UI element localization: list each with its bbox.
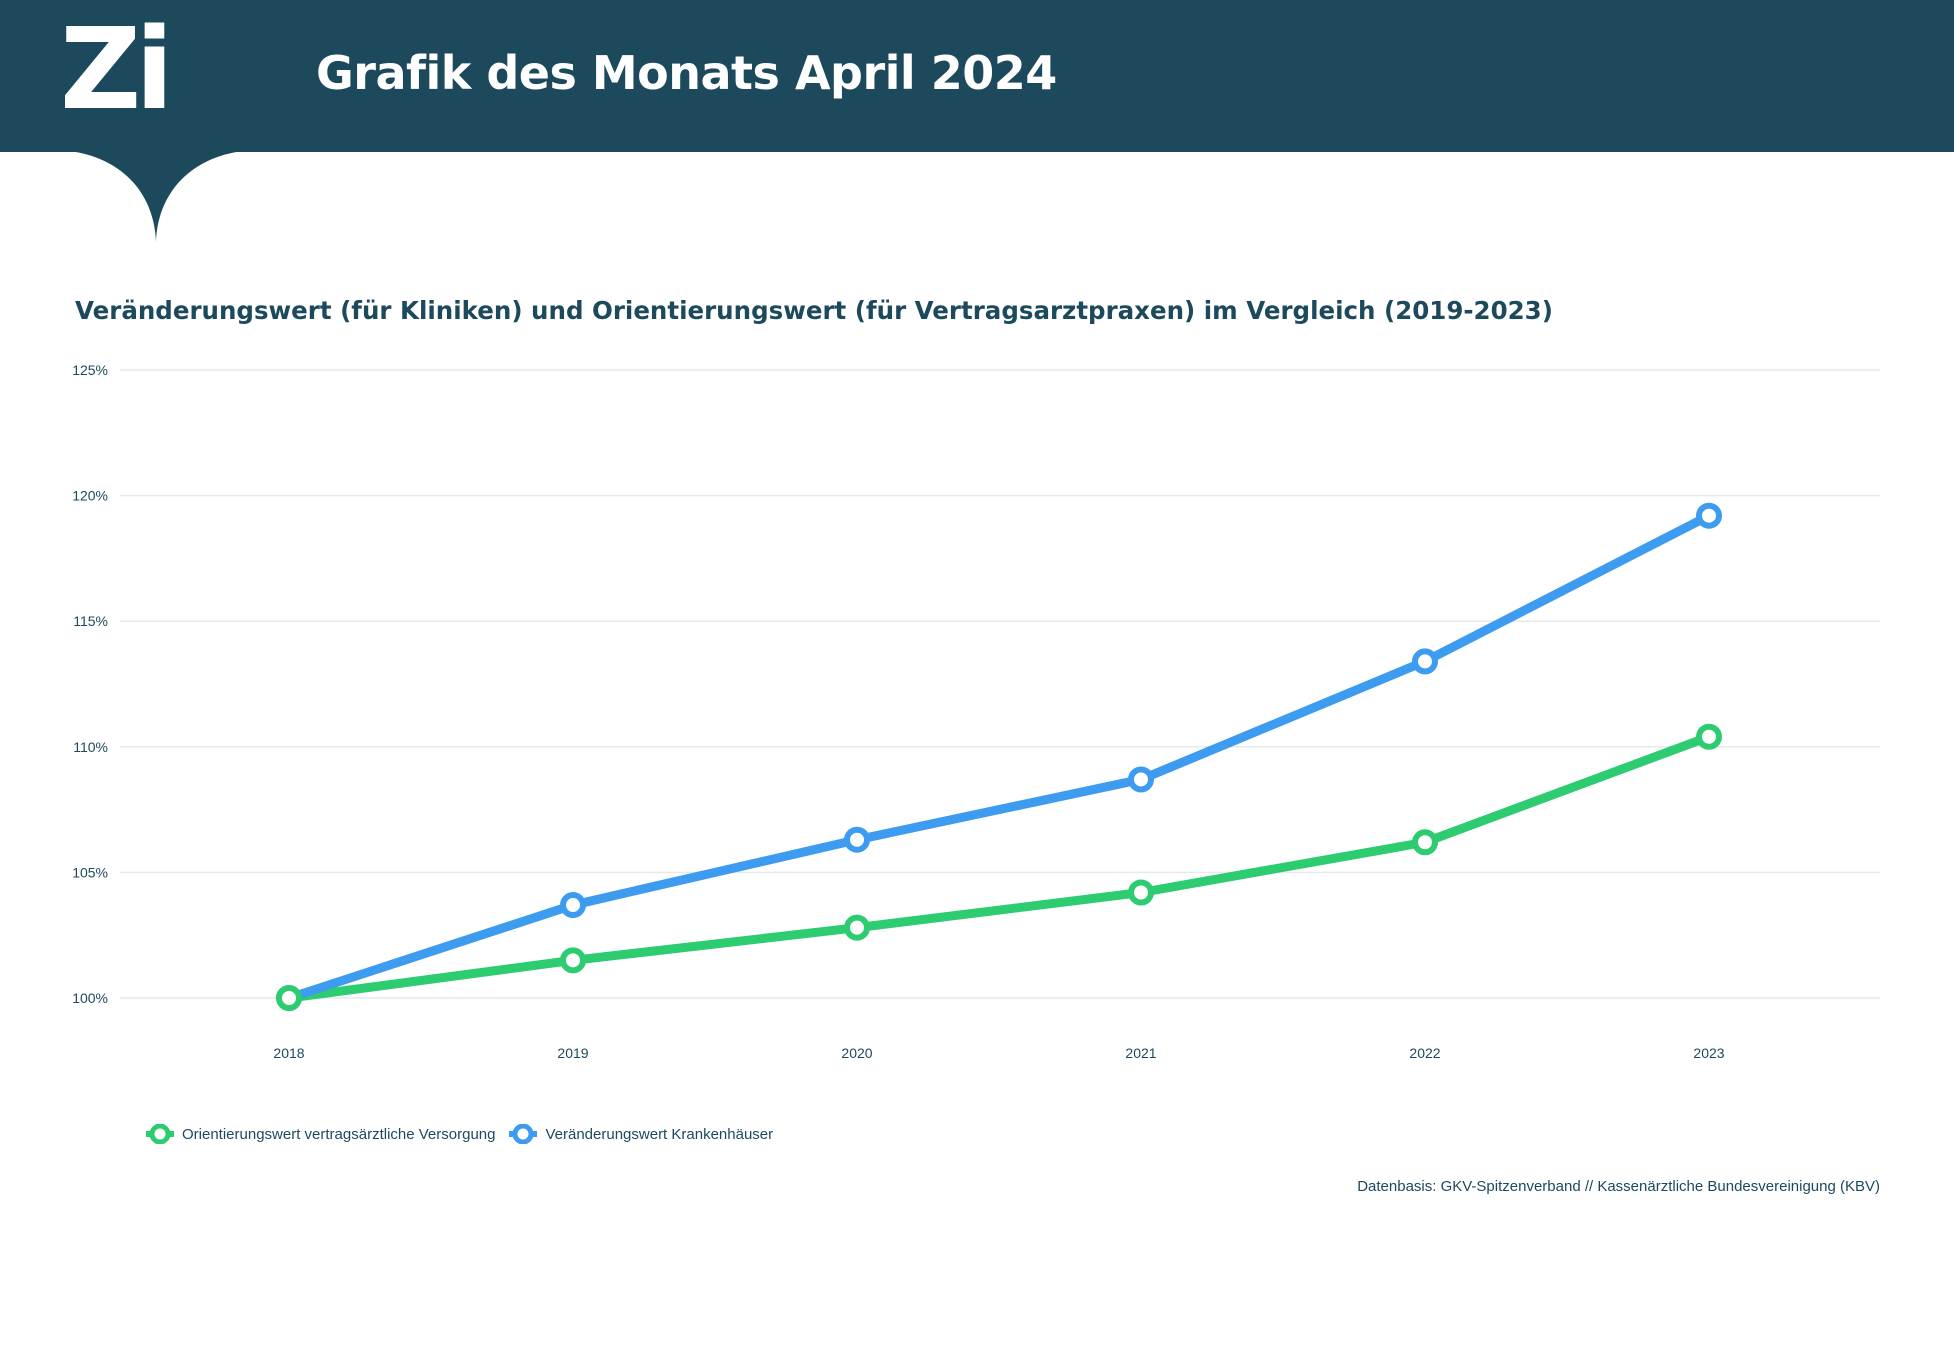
data-point-series0-2023 [1696, 723, 1722, 750]
legend-item-veraenderungswert: Veränderungswert Krankenhäuser [509, 1124, 773, 1144]
y-tick-label-125: 125% [72, 362, 108, 378]
y-tick-label-120: 120% [72, 488, 108, 504]
data-point-series1-2019 [560, 892, 586, 919]
data-point-series0-2022 [1412, 829, 1438, 856]
x-tick-label-2019: 2019 [557, 1045, 588, 1061]
x-tick-label-2020: 2020 [841, 1045, 872, 1061]
source-note: Datenbasis: GKV-Spitzenverband // Kassen… [1357, 1178, 1880, 1195]
data-point-series0-2019 [560, 947, 586, 974]
y-tick-label-100: 100% [72, 990, 108, 1006]
header-title: Grafik des Monats April 2024 [316, 46, 1057, 100]
x-tick-label-2018: 2018 [273, 1045, 304, 1061]
legend-marker-green-icon [146, 1124, 174, 1144]
legend-item-orientierungswert: Orientierungswert vertragsärztliche Vers… [146, 1124, 495, 1144]
data-point-series1-2021 [1128, 766, 1154, 793]
chart-legend: Orientierungswert vertragsärztliche Vers… [146, 1124, 787, 1144]
series-line-1 [284, 511, 1714, 1003]
data-point-series0-2018 [276, 985, 302, 1011]
y-tick-label-110: 110% [73, 739, 108, 755]
data-point-series0-2021 [1128, 879, 1154, 906]
legend-label-orientierungswert: Orientierungswert vertragsärztliche Vers… [182, 1125, 496, 1143]
x-tick-label-2022: 2022 [1409, 1045, 1440, 1061]
data-point-series1-2022 [1412, 648, 1438, 675]
zi-logo: Zi [60, 5, 174, 135]
y-tick-label-115: 115% [73, 613, 108, 629]
y-tick-label-105: 105% [72, 864, 108, 880]
legend-marker-blue-icon [509, 1124, 538, 1144]
header-bar: Zi Grafik des Monats April 2024 [0, 0, 1954, 152]
x-tick-label-2021: 2021 [1125, 1045, 1156, 1061]
data-point-series1-2023 [1696, 502, 1722, 529]
header-notch-decoration [0, 150, 260, 242]
data-point-series0-2020 [844, 914, 870, 941]
data-point-series1-2020 [844, 826, 870, 853]
series-line-0 [284, 732, 1714, 1003]
x-tick-label-2023: 2023 [1693, 1045, 1724, 1061]
chart-title: Veränderungswert (für Kliniken) und Orie… [75, 296, 1553, 325]
legend-label-veraenderungswert: Veränderungswert Krankenhäuser [545, 1125, 774, 1143]
